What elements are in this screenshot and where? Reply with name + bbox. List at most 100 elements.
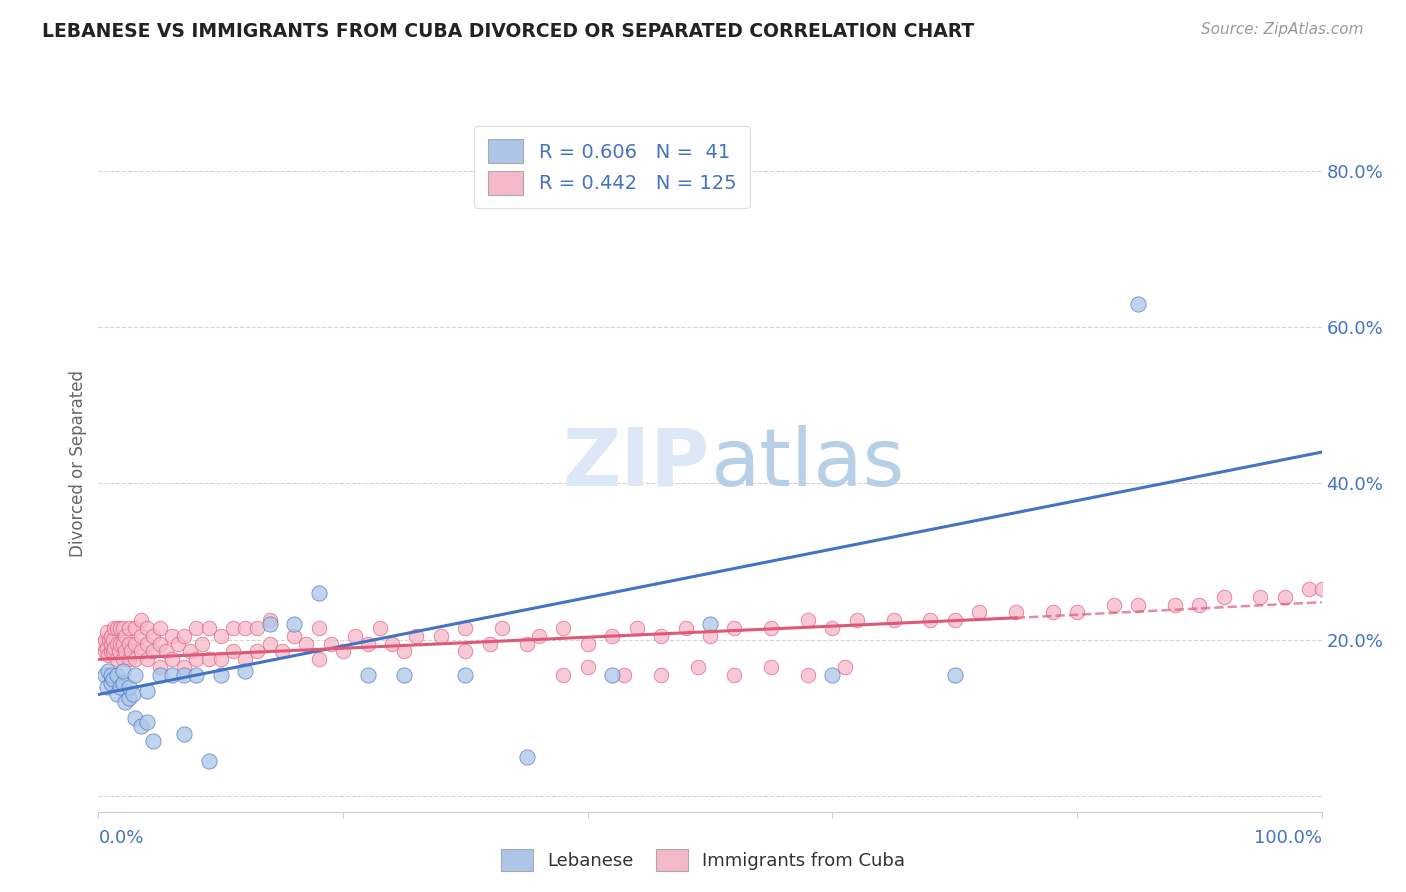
Point — [186, 668, 208, 682]
Point — [1164, 598, 1187, 612]
Point — [553, 621, 575, 635]
Point — [103, 640, 125, 655]
Point — [149, 637, 172, 651]
Point — [761, 621, 783, 635]
Point — [527, 629, 550, 643]
Point — [111, 675, 134, 690]
Point — [600, 668, 623, 682]
Point — [142, 734, 165, 748]
Point — [111, 621, 134, 635]
Point — [650, 668, 672, 682]
Point — [381, 637, 404, 651]
Point — [136, 652, 159, 666]
Point — [136, 683, 159, 698]
Point — [110, 621, 132, 635]
Point — [100, 644, 122, 658]
Point — [332, 644, 354, 658]
Point — [845, 613, 868, 627]
Point — [124, 637, 146, 651]
Legend: Lebanese, Immigrants from Cuba: Lebanese, Immigrants from Cuba — [494, 842, 912, 879]
Text: ZIP: ZIP — [562, 425, 710, 503]
Point — [233, 621, 256, 635]
Point — [259, 613, 281, 627]
Point — [1188, 598, 1211, 612]
Point — [821, 621, 844, 635]
Point — [118, 652, 141, 666]
Point — [124, 711, 146, 725]
Point — [101, 644, 124, 658]
Point — [1298, 582, 1320, 596]
Point — [93, 632, 115, 647]
Point — [149, 660, 172, 674]
Point — [454, 668, 477, 682]
Point — [101, 672, 124, 686]
Point — [344, 629, 367, 643]
Point — [1042, 606, 1064, 620]
Point — [124, 668, 146, 682]
Point — [686, 660, 709, 674]
Point — [120, 644, 142, 658]
Point — [233, 664, 256, 678]
Point — [392, 668, 416, 682]
Point — [356, 637, 378, 651]
Point — [430, 629, 453, 643]
Point — [723, 621, 745, 635]
Point — [209, 652, 232, 666]
Point — [160, 668, 183, 682]
Point — [491, 621, 513, 635]
Point — [129, 629, 152, 643]
Point — [118, 621, 141, 635]
Text: atlas: atlas — [710, 425, 904, 503]
Point — [136, 714, 159, 729]
Point — [1102, 598, 1125, 612]
Point — [129, 719, 152, 733]
Point — [1274, 590, 1296, 604]
Point — [173, 668, 195, 682]
Point — [160, 652, 183, 666]
Point — [149, 668, 172, 682]
Point — [98, 632, 121, 647]
Point — [1310, 582, 1333, 596]
Point — [576, 660, 599, 674]
Point — [797, 613, 820, 627]
Point — [108, 644, 131, 658]
Point — [101, 632, 124, 647]
Point — [110, 680, 132, 694]
Point — [96, 680, 118, 694]
Point — [91, 637, 114, 651]
Point — [1212, 590, 1234, 604]
Point — [93, 644, 115, 658]
Text: Source: ZipAtlas.com: Source: ZipAtlas.com — [1201, 22, 1364, 37]
Point — [1128, 296, 1150, 310]
Text: 100.0%: 100.0% — [1254, 829, 1322, 847]
Legend: R = 0.606   N =  41, R = 0.442   N = 125: R = 0.606 N = 41, R = 0.442 N = 125 — [474, 126, 749, 208]
Point — [675, 621, 697, 635]
Point — [100, 629, 122, 643]
Point — [111, 652, 134, 666]
Point — [114, 644, 136, 658]
Point — [308, 621, 330, 635]
Point — [114, 629, 136, 643]
Point — [97, 648, 120, 663]
Point — [129, 613, 152, 627]
Point — [197, 754, 219, 768]
Point — [967, 606, 990, 620]
Point — [1249, 590, 1271, 604]
Point — [270, 644, 294, 658]
Point — [283, 617, 305, 632]
Point — [160, 629, 183, 643]
Point — [515, 637, 537, 651]
Point — [136, 621, 159, 635]
Point — [1066, 606, 1088, 620]
Point — [197, 621, 219, 635]
Point — [308, 652, 330, 666]
Point — [93, 668, 115, 682]
Point — [191, 637, 214, 651]
Point — [118, 680, 141, 694]
Point — [197, 652, 219, 666]
Point — [943, 668, 966, 682]
Point — [308, 586, 330, 600]
Point — [121, 688, 143, 702]
Point — [319, 637, 342, 651]
Point — [118, 637, 141, 651]
